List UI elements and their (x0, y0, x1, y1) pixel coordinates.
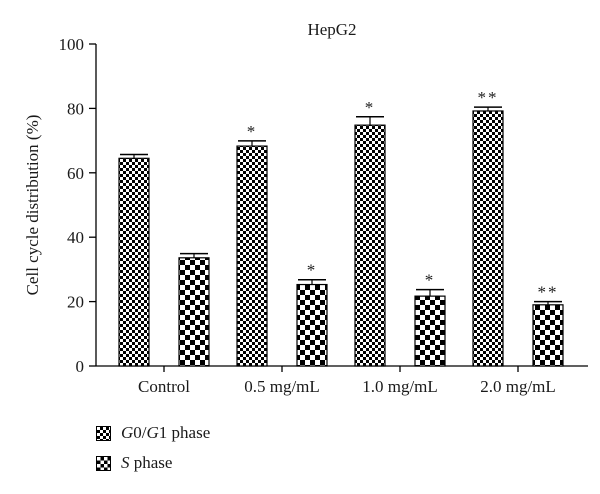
tick-labels: 0 20 40 60 80 100 Control 0.5 mg/mL 1.0 mg/mL 2.0… (59, 35, 556, 396)
y-tick-label: 60 (67, 164, 84, 183)
legend-swatch-g0g1 (96, 425, 111, 441)
bar-s (532, 304, 564, 367)
bars: ******** (118, 88, 564, 367)
significance-marker: * (425, 271, 436, 290)
legend-swatch-s (96, 455, 111, 471)
x-tick-label: 1.0 mg/mL (362, 377, 438, 396)
x-tick-label: 0.5 mg/mL (244, 377, 320, 396)
significance-marker: * (307, 261, 318, 280)
bar-s (296, 283, 328, 367)
y-tick-label: 80 (67, 99, 84, 118)
y-tick-label: 20 (67, 293, 84, 312)
bar-g0g1 (472, 110, 504, 367)
bar-g0g1 (118, 157, 150, 367)
legend-label-s: S phase (121, 453, 173, 472)
bar-s (414, 295, 446, 367)
chart-title: HepG2 (307, 20, 356, 39)
legend-item-s: S phase (96, 453, 172, 473)
x-tick-label: 2.0 mg/mL (480, 377, 556, 396)
bar-g0g1 (236, 145, 268, 367)
y-axis-label: Cell cycle distribution (%) (23, 115, 42, 296)
bar-s (178, 257, 210, 367)
legend-label-g0g1: G0/G1 phase (121, 423, 211, 442)
significance-marker: ** (538, 283, 559, 302)
y-tick-label: 0 (76, 357, 85, 376)
axes (89, 43, 588, 372)
y-tick-label: 40 (67, 228, 84, 247)
significance-marker: * (365, 98, 376, 117)
significance-marker: ** (478, 88, 499, 107)
significance-marker: * (247, 122, 258, 141)
x-tick-label: Control (138, 377, 190, 396)
legend-item-g0g1: G0/G1 phase (96, 423, 210, 443)
y-tick-label: 100 (59, 35, 85, 54)
bar-g0g1 (354, 124, 386, 367)
